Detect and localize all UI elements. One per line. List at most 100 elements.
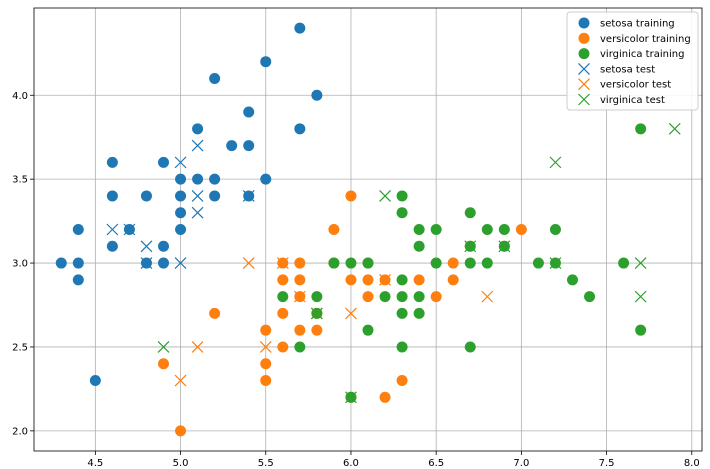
data-point [158,156,170,168]
data-point [277,307,289,319]
data-point [464,207,476,219]
data-point [260,56,272,68]
data-point [328,257,340,269]
data-point [447,274,459,286]
data-point [277,291,289,303]
data-point [635,324,647,336]
data-point [328,224,340,235]
x-tick-label: 6.0 [343,458,359,469]
data-point [362,291,374,303]
legend-item: versicolor training [578,32,691,45]
data-point [311,291,323,303]
data-point [379,391,391,403]
data-point [566,274,578,286]
data-point [362,324,374,336]
legend-label: versicolor test [600,80,671,91]
x-tick-label: 7.5 [599,458,615,469]
data-point [396,207,408,219]
data-point [157,341,170,353]
data-point [532,257,544,269]
data-point [635,123,647,135]
legend-marker [578,48,590,60]
data-point [175,173,187,185]
legend-box [566,11,699,111]
data-point [106,190,118,202]
data-point [345,274,357,286]
data-point [294,324,306,336]
data-point [464,240,477,253]
data-point [549,156,562,169]
y-tick-label: 3.5 [12,175,28,186]
data-point [413,240,425,252]
data-point [55,257,67,269]
data-point [430,257,442,269]
data-point [243,140,255,152]
legend-item: virginica test [578,93,665,106]
data-point [209,190,221,202]
legend-item: setosa test [578,62,655,75]
data-point [260,324,272,336]
legend-item: virginica training [578,48,684,60]
x-tick-label: 4.5 [87,458,103,469]
data-point [549,257,562,269]
data-point [396,341,408,353]
data-point [396,190,408,202]
data-point [242,257,255,269]
data-point [413,224,425,235]
x-tick-label: 5.5 [258,458,274,469]
data-point [191,341,204,353]
x-tick-label: 5.0 [173,458,189,469]
data-point [259,341,272,353]
data-point [481,257,493,269]
y-tick-label: 2.5 [12,342,28,353]
data-point [140,190,152,202]
data-point [89,375,101,387]
data-point [379,273,391,286]
data-point [515,224,527,235]
data-point [413,274,425,286]
y-tick-label: 3.0 [12,259,28,270]
data-point [192,173,204,185]
data-point [464,341,476,353]
legend-marker [578,17,590,29]
data-point [430,224,442,235]
data-point [158,257,170,269]
data-point [192,123,204,135]
data-point [464,257,476,269]
y-axis-ticks: 2.0 2.5 3.0 3.5 4.0 [12,91,34,437]
data-point [413,291,425,303]
data-point [481,290,494,303]
data-point [191,139,204,152]
data-point [209,307,221,319]
data-point [175,224,187,235]
x-tick-label: 6.5 [428,458,444,469]
data-point [668,122,681,135]
data-point [72,274,84,286]
data-point [72,224,84,235]
series-virginica-training [277,123,647,403]
data-point [379,291,391,303]
data-point [345,391,357,404]
data-point [260,358,272,370]
data-point [174,374,187,387]
legend-label: virginica training [600,49,684,60]
data-point [498,240,511,253]
data-point [311,324,323,336]
data-point [175,207,187,219]
x-tick-label: 8.0 [684,458,700,469]
data-point [174,257,187,269]
data-point [345,307,357,320]
data-point [226,140,238,152]
data-point [242,190,255,202]
data-point [618,257,630,269]
data-point [396,291,408,303]
y-tick-label: 4.0 [12,91,28,102]
data-point [549,224,561,235]
data-point [634,290,647,303]
data-point [396,274,408,286]
data-point [158,240,170,252]
data-point [123,223,136,236]
data-point [311,89,323,101]
data-point [362,274,374,286]
